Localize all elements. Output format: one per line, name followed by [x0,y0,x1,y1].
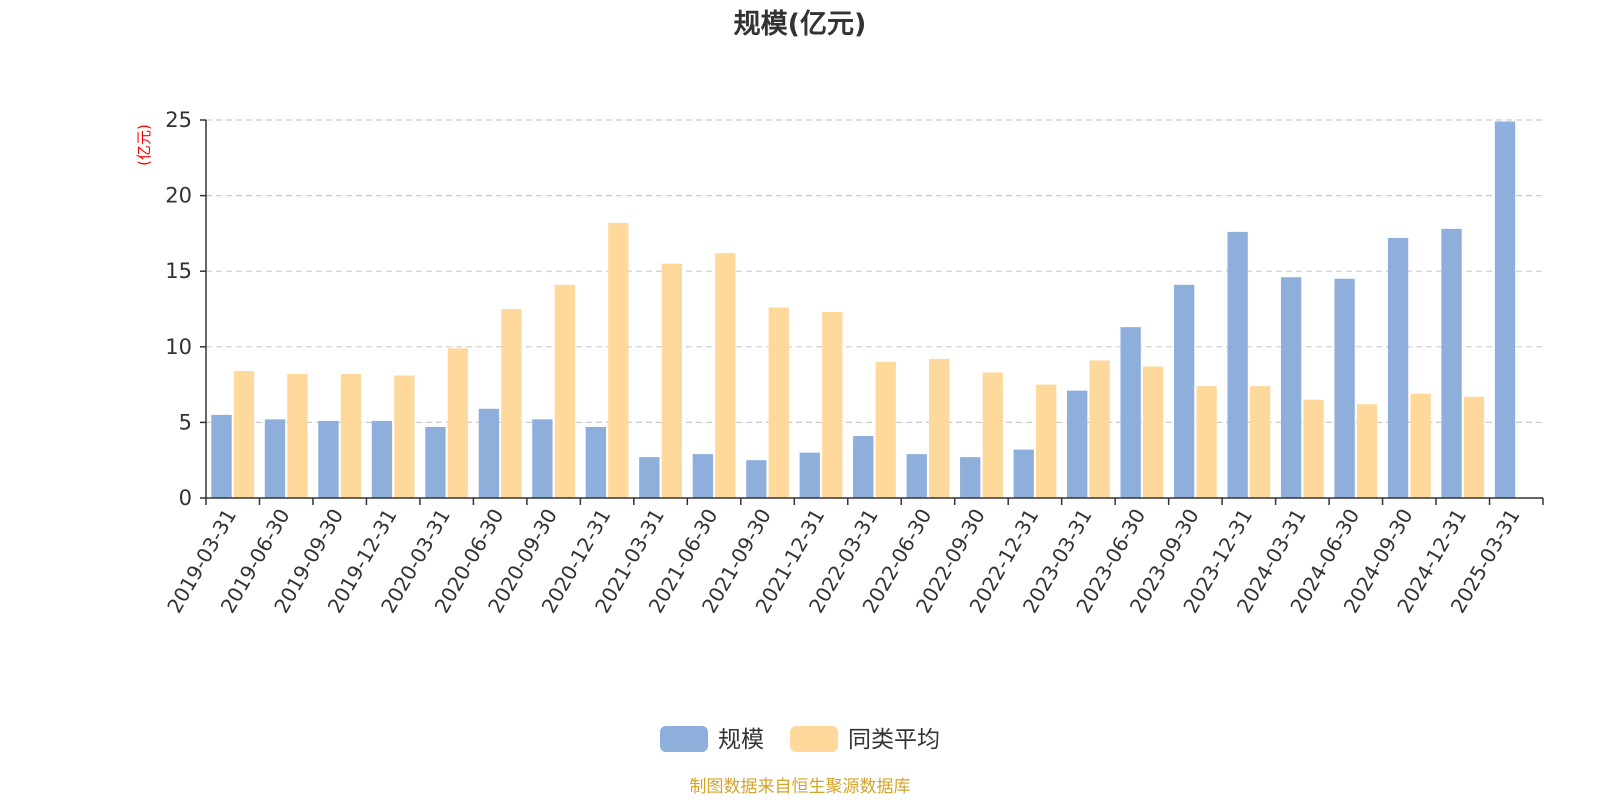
bar-peer-average[interactable] [982,372,1003,498]
legend-label: 同类平均 [848,727,940,753]
bar-peer-average[interactable] [1036,384,1057,498]
bar-peer-average[interactable] [929,358,950,498]
y-tick-label: 0 [179,486,192,510]
bar-scale[interactable] [1120,327,1141,498]
bar-scale[interactable] [960,457,981,498]
legend-label: 规模 [718,727,764,753]
bar-peer-average[interactable] [233,370,255,498]
bar-peer-average[interactable] [875,361,896,498]
bar-peer-average[interactable] [1249,386,1271,498]
legend-item-scale[interactable]: 规模 [660,726,764,753]
y-axis-unit-label: (亿元) [135,124,153,166]
bar-peer-average[interactable] [715,253,736,498]
bar-peer-average[interactable] [340,374,362,498]
bar-peer-average[interactable] [554,284,576,498]
bar-peer-average[interactable] [608,222,629,499]
legend-item-peer-average[interactable]: 同类平均 [790,726,940,753]
bar-peer-average[interactable] [1463,396,1485,498]
bar-scale[interactable] [211,414,232,498]
bar-peer-average[interactable] [661,263,682,498]
bar-scale[interactable] [1067,390,1088,498]
bar-scale[interactable] [692,454,713,498]
bar-scale[interactable] [1494,121,1516,499]
bar-peer-average[interactable] [287,374,308,498]
bar-scale[interactable] [906,454,927,498]
x-tick-labels: 2019-03-312019-06-302019-09-302019-12-31… [162,505,1524,618]
data-source-note: 制图数据来自恒生聚源数据库 [690,777,911,797]
bar-scale[interactable] [1227,231,1248,498]
legend-swatch [790,726,838,752]
axes [200,119,1544,505]
bar-peer-average[interactable] [1142,366,1164,498]
bar-scale[interactable] [746,460,767,498]
bar-peer-average[interactable] [1089,360,1110,498]
bar-peer-average[interactable] [1303,399,1324,498]
bar-scale[interactable] [1280,277,1302,498]
bar-scale[interactable] [532,419,553,498]
bar-peer-average[interactable] [447,348,469,498]
bar-peer-average[interactable] [394,375,415,498]
bar-peer-average[interactable] [822,312,843,498]
y-tick-label: 25 [165,108,192,132]
bar-scale[interactable] [318,420,339,498]
bar-peer-average[interactable] [1196,386,1217,498]
bar-scale[interactable] [639,457,660,498]
y-tick-labels: 0 5 10 15 20 25 [165,108,192,510]
bar-peer-average[interactable] [1410,393,1431,498]
chart-title: 规模(亿元) [734,9,867,40]
bar-scale[interactable] [799,452,820,498]
bar-peer-average[interactable] [1356,404,1378,498]
legend-swatch [660,726,708,752]
bar-scale[interactable] [371,420,393,498]
bar-scale[interactable] [1441,228,1462,498]
bar-scale[interactable] [1013,449,1034,498]
y-tick-label: 20 [165,184,192,208]
legend[interactable]: 规模 同类平均 [660,726,940,753]
bar-scale[interactable] [853,436,874,498]
y-tick-label: 10 [165,335,192,359]
y-tick-label: 5 [179,410,192,434]
bars [211,121,1516,499]
bar-peer-average[interactable] [501,309,522,498]
bar-scale[interactable] [425,426,446,498]
bar-peer-average[interactable] [768,307,789,498]
bar-scale[interactable] [264,419,286,498]
bar-scale[interactable] [1334,278,1355,498]
bar-scale[interactable] [1173,284,1195,498]
bar-scale[interactable] [1387,237,1409,498]
y-tick-label: 15 [165,259,192,283]
bar-scale[interactable] [585,426,607,498]
bar-scale[interactable] [478,408,500,498]
